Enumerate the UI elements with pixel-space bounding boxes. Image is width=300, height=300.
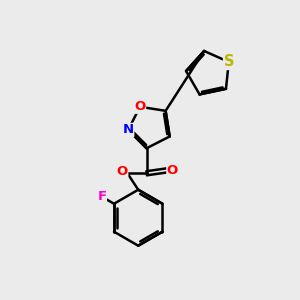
- Text: S: S: [224, 55, 234, 70]
- Text: F: F: [97, 190, 106, 203]
- Text: O: O: [134, 100, 146, 113]
- Text: N: N: [123, 123, 134, 136]
- Text: O: O: [116, 165, 128, 178]
- Text: O: O: [167, 164, 178, 177]
